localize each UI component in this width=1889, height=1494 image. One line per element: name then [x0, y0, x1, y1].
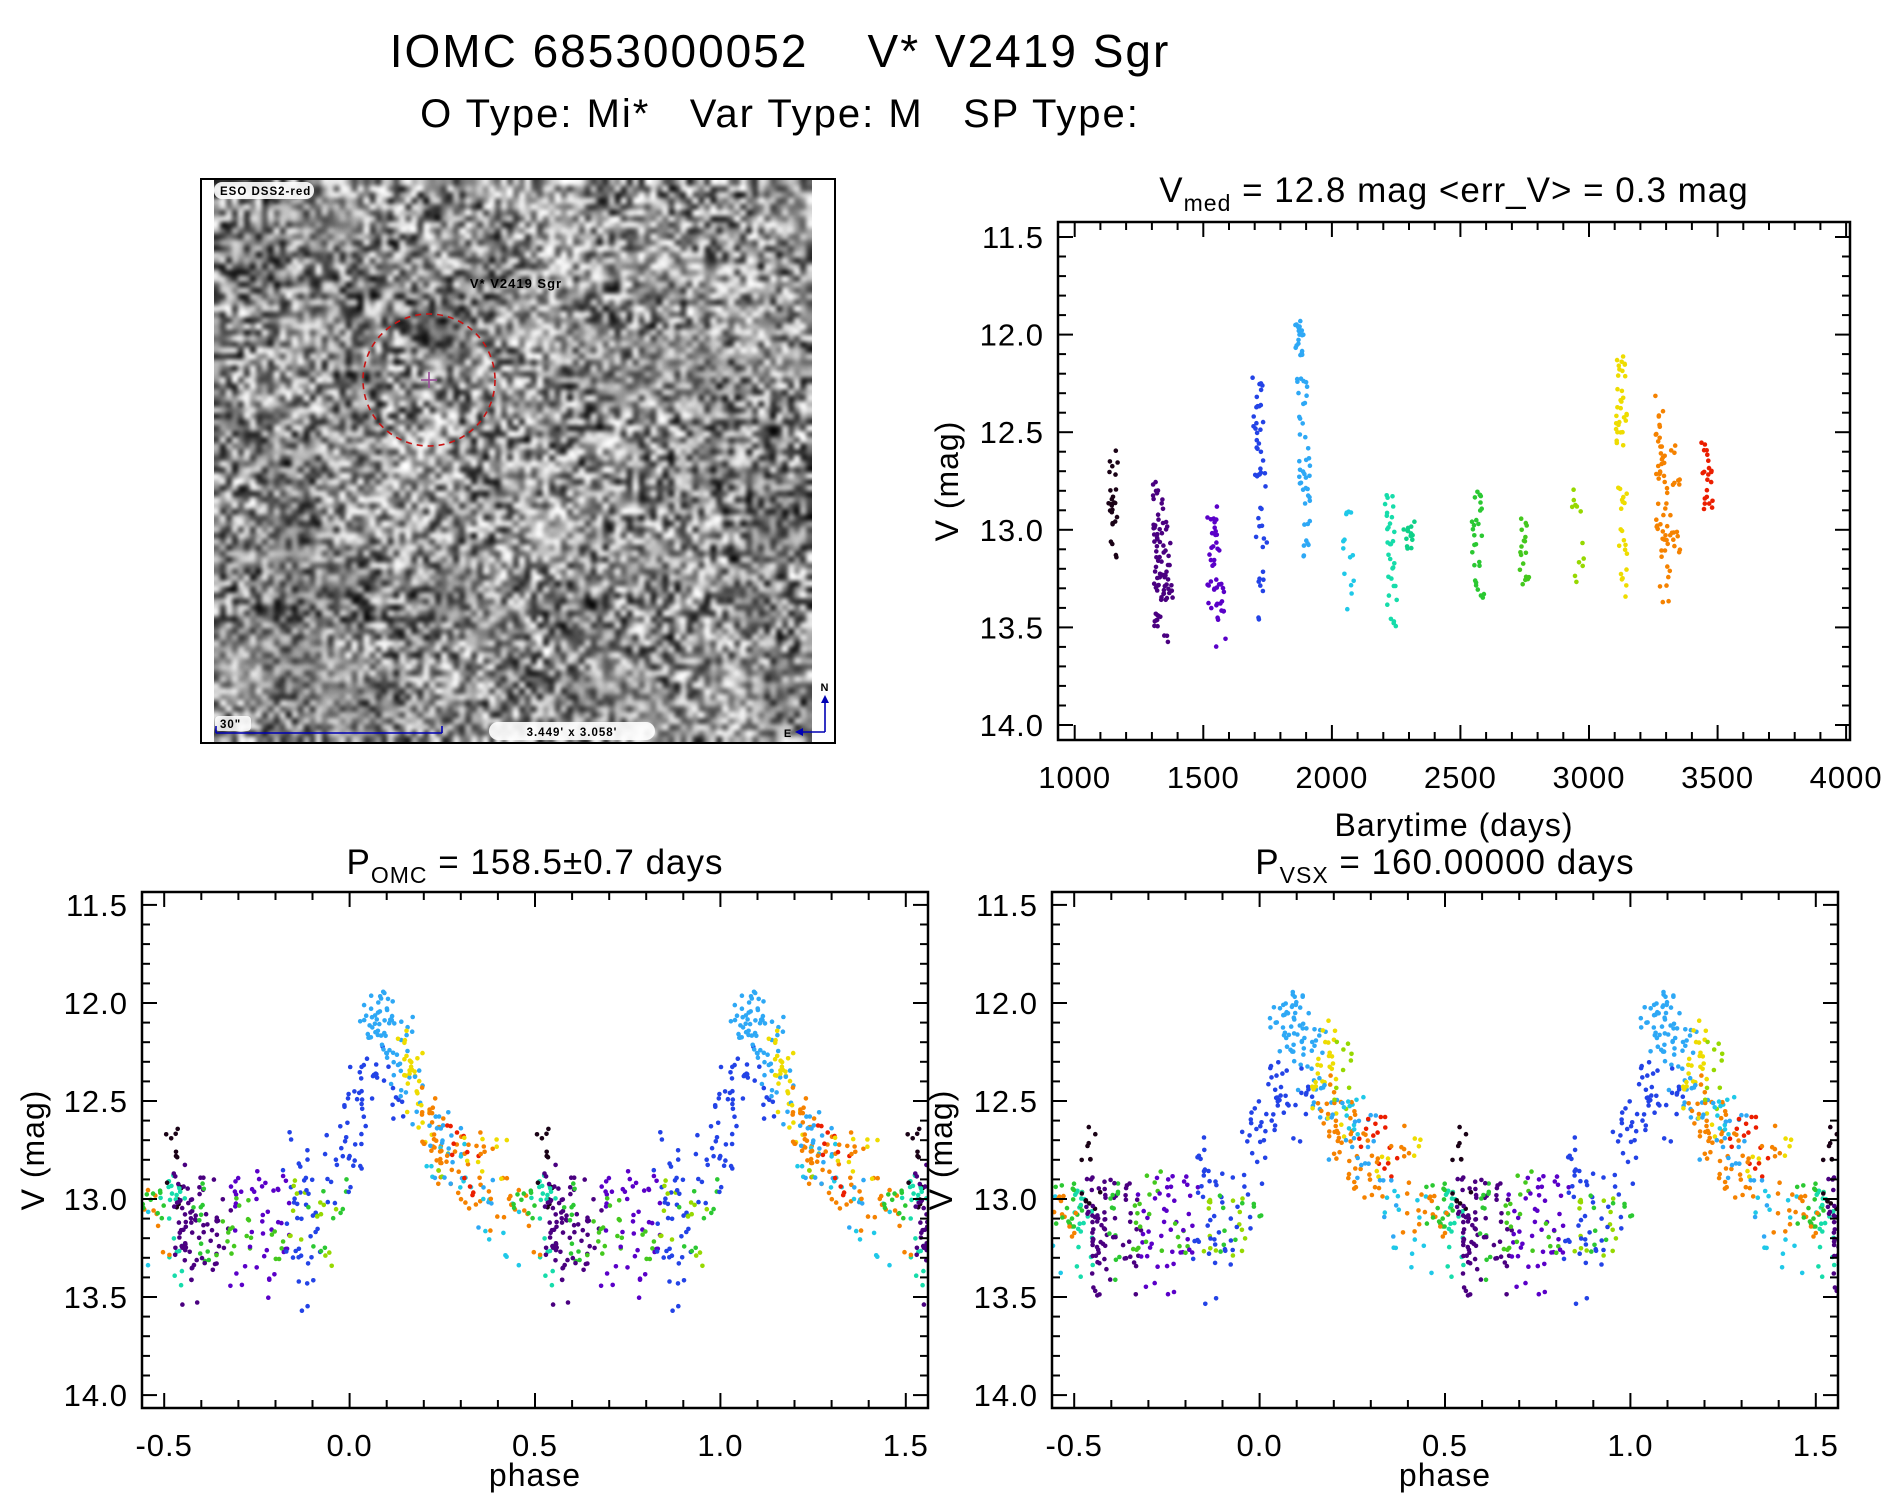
x-tick-label: 0.5 [512, 1428, 558, 1463]
y-tick-label: 12.5 [974, 1084, 1038, 1119]
y-tick-label: 12.5 [980, 415, 1044, 450]
data-points [142, 989, 928, 1313]
y-axis-label: V (mag) [923, 1090, 959, 1211]
svg-text:30": 30" [220, 719, 241, 731]
y-tick-label: 12.0 [974, 986, 1038, 1021]
y-axis-label: V (mag) [15, 1090, 51, 1211]
x-tick-label: 0.0 [327, 1428, 373, 1463]
x-tick-label: 0.0 [1237, 1428, 1283, 1463]
svg-text:E: E [784, 728, 792, 740]
scale-bar: 30" [215, 716, 443, 734]
page-title: IOMC 6853000052 V* V2419 Sgr [389, 25, 1171, 77]
y-tick-label: 11.5 [976, 888, 1038, 923]
x-tick-label: 1.0 [697, 1428, 743, 1463]
axis-box [1050, 890, 1840, 1410]
y-axis-label: V (mag) [929, 421, 965, 542]
plot-phase_omc: -0.5 0.0 0.5 1.0 1.5 11.5 12.0 12.5 13.0 13.5 14.0… [15, 843, 930, 1493]
x-tick-label: 1000 [1038, 760, 1111, 795]
y-tick-label: 13.0 [64, 1182, 128, 1217]
target-circle [362, 313, 496, 447]
x-tick-label: 2500 [1424, 760, 1497, 795]
svg-text:N: N [821, 682, 830, 694]
y-tick-label: 11.5 [982, 220, 1044, 255]
plot-lightcurve: 1000 1500 2000 2500 3000 3500 4000 11.5 12.0 12.5… [929, 171, 1883, 843]
plot-title: Vmed = 12.8 mag <err_V> = 0.3 mag [1159, 171, 1748, 216]
x-tick-label: 4000 [1810, 760, 1883, 795]
x-tick-label: 1.0 [1607, 1428, 1653, 1463]
data-points [1106, 318, 1715, 649]
page-subtitle: O Type: Mi* Var Type: M SP Type: [420, 92, 1140, 136]
x-tick-label: 1.5 [883, 1428, 929, 1463]
x-tick-label: 3500 [1681, 760, 1754, 795]
x-tick-label: 3000 [1553, 760, 1626, 795]
x-axis-label: Barytime (days) [1334, 807, 1573, 843]
star-label: V* V2419 Sgr [470, 276, 562, 291]
x-tick-label: 1.5 [1793, 1428, 1839, 1463]
x-tick-label: 2000 [1295, 760, 1368, 795]
x-tick-label: 0.5 [1422, 1428, 1468, 1463]
plot-title: PVSX = 160.00000 days [1255, 843, 1634, 888]
y-tick-label: 13.5 [64, 1280, 128, 1315]
y-tick-label: 12.0 [980, 318, 1044, 353]
y-tick-label: 14.0 [980, 708, 1044, 743]
y-tick-label: 13.0 [974, 1182, 1038, 1217]
y-tick-label: 11.5 [66, 888, 128, 923]
plot-phase_vsx: -0.5 0.0 0.5 1.0 1.5 11.5 12.0 12.5 13.0 13.5 14.0… [923, 843, 1840, 1493]
y-tick-label: 13.5 [980, 610, 1044, 645]
y-tick-label: 12.5 [64, 1084, 128, 1119]
sky-image-canvas [214, 180, 812, 742]
svg-text:ESO DSS2-red: ESO DSS2-red [220, 186, 311, 198]
y-tick-label: 14.0 [974, 1378, 1038, 1413]
fov-label: 3.449' x 3.058' [489, 722, 655, 740]
compass-icon: NE [784, 682, 830, 740]
plot-title: POMC = 158.5±0.7 days [346, 843, 723, 888]
y-tick-label: 12.0 [64, 986, 128, 1021]
x-tick-label: 1500 [1167, 760, 1240, 795]
x-tick-label: -0.5 [135, 1428, 192, 1463]
data-points [1052, 989, 1838, 1307]
finding-chart-overlay: ESO DSS2-red V* V2419 Sgr 30" 3.449' x 3.05… [214, 182, 830, 740]
x-axis-label: phase [489, 1457, 581, 1493]
y-tick-label: 13.5 [974, 1280, 1038, 1315]
x-axis-label: phase [1399, 1457, 1491, 1493]
y-tick-label: 13.0 [980, 513, 1044, 548]
axis-box [1056, 220, 1852, 742]
survey-label: ESO DSS2-red [214, 182, 314, 199]
x-tick-label: -0.5 [1045, 1428, 1102, 1463]
finding-chart: ESO DSS2-red V* V2419 Sgr 30" 3.449' x 3.05… [200, 178, 836, 744]
svg-text:3.449' x 3.058': 3.449' x 3.058' [527, 727, 618, 739]
y-tick-label: 14.0 [64, 1378, 128, 1413]
